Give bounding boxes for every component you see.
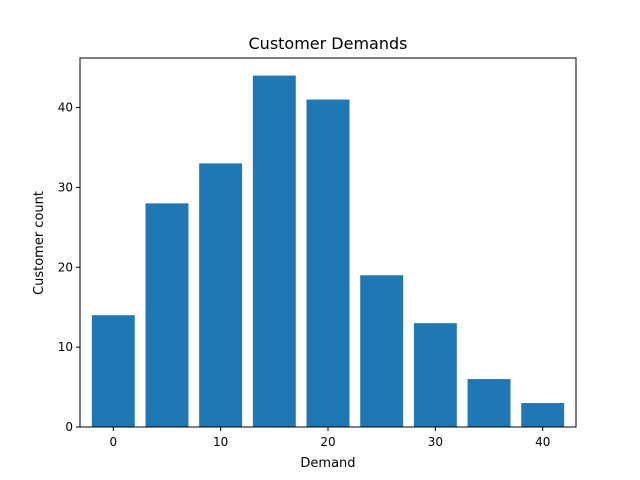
bar-35 bbox=[467, 379, 511, 427]
y-tick-label: 10 bbox=[58, 340, 73, 354]
chart-title: Customer Demands bbox=[249, 34, 408, 53]
x-tick-label: 40 bbox=[535, 435, 550, 449]
x-tick-label: 30 bbox=[428, 435, 443, 449]
y-tick-label: 20 bbox=[58, 260, 73, 274]
y-tick-label: 30 bbox=[58, 180, 73, 194]
x-axis-ticks: 0 10 20 30 40 bbox=[109, 427, 550, 449]
bars-group bbox=[91, 75, 565, 428]
bar-10 bbox=[199, 163, 243, 427]
y-axis-ticks: 0 10 20 30 40 bbox=[58, 101, 80, 434]
bar-5 bbox=[145, 203, 189, 427]
x-tick-label: 0 bbox=[109, 435, 117, 449]
bar-25 bbox=[360, 275, 404, 427]
bar-20 bbox=[306, 99, 350, 427]
x-tick-label: 20 bbox=[320, 435, 335, 449]
y-axis-label: Customer count bbox=[32, 191, 47, 295]
bar-0 bbox=[91, 315, 135, 427]
bar-40 bbox=[521, 403, 565, 427]
x-axis-label: Demand bbox=[300, 456, 355, 471]
bar-15 bbox=[252, 75, 296, 428]
x-tick-label: 10 bbox=[213, 435, 228, 449]
bar-30 bbox=[413, 323, 457, 427]
y-tick-label: 0 bbox=[65, 420, 73, 434]
y-tick-label: 40 bbox=[58, 101, 73, 115]
